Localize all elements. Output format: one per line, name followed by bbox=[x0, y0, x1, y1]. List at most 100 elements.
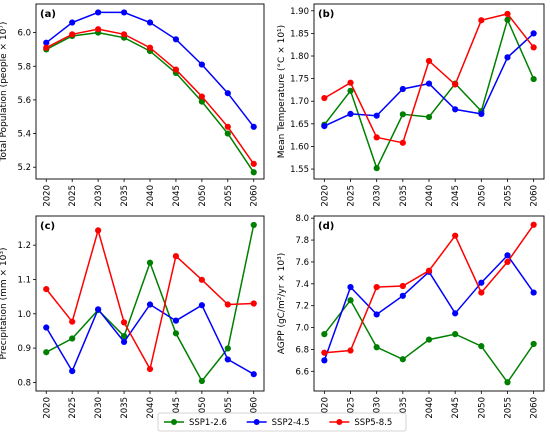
data-point bbox=[146, 44, 154, 51]
data-point bbox=[373, 283, 380, 291]
x-tick-label: 2025 bbox=[347, 185, 357, 207]
data-point bbox=[452, 310, 459, 317]
y-tick-label: 5.4 bbox=[17, 130, 31, 140]
data-point bbox=[373, 134, 380, 141]
x-tick-label: 2060 bbox=[530, 397, 540, 419]
data-point bbox=[172, 66, 180, 73]
y-tick-label: 0.8 bbox=[17, 378, 31, 388]
x-tick-label: 2030 bbox=[373, 397, 383, 419]
y-axis-label: AGPP (gC/m²/yr × 10³) bbox=[277, 253, 287, 355]
data-point bbox=[478, 17, 485, 24]
series-line bbox=[324, 224, 535, 354]
x-tick-label: 2030 bbox=[94, 397, 104, 419]
data-point bbox=[478, 343, 485, 350]
panel-4: 6.6 6.8 7.0 7.2 7.4 7.6 7.8 8.0 2020 2025 2030 2035… bbox=[277, 214, 545, 419]
legend-label: SSP5-8.5 bbox=[354, 418, 392, 428]
data-point bbox=[224, 130, 231, 137]
data-point bbox=[347, 79, 354, 86]
x-tick-label: 2025 bbox=[68, 397, 78, 419]
data-point bbox=[69, 19, 76, 26]
y-tick-label: 1.55 bbox=[290, 165, 309, 175]
data-point bbox=[198, 276, 205, 283]
data-point bbox=[250, 169, 257, 176]
panel-2: 1.55 1.60 1.65 1.70 1.75 1.80 1.85 1.90 2020 2025… bbox=[277, 3, 545, 207]
data-point bbox=[95, 227, 102, 234]
y-tick-label: 1.70 bbox=[290, 97, 309, 107]
x-tick-label: 2035 bbox=[120, 185, 130, 207]
data-point bbox=[224, 301, 231, 308]
legend-label: SSP2-4.5 bbox=[272, 418, 310, 428]
data-point bbox=[530, 340, 537, 348]
data-point bbox=[172, 330, 180, 337]
data-point bbox=[250, 300, 257, 307]
x-tick-label: 2055 bbox=[224, 397, 234, 419]
data-point bbox=[399, 111, 406, 118]
y-tick-label: 5.2 bbox=[17, 163, 31, 173]
data-point bbox=[321, 357, 328, 364]
x-tick-label: 2045 bbox=[172, 185, 182, 207]
data-point bbox=[504, 16, 511, 23]
series-line bbox=[324, 32, 535, 127]
data-point bbox=[120, 9, 128, 16]
legend-label: SSP1-2.6 bbox=[189, 418, 227, 428]
x-tick-label: 2040 bbox=[425, 185, 435, 207]
data-point bbox=[120, 319, 128, 326]
x-tick-label: 2035 bbox=[399, 185, 409, 207]
data-point bbox=[425, 113, 433, 121]
x-tick-label: 2030 bbox=[94, 185, 104, 207]
data-point bbox=[198, 377, 205, 385]
x-tick-label: 2020 bbox=[42, 397, 52, 419]
x-tick-label: 2045 bbox=[172, 397, 182, 419]
data-point bbox=[95, 306, 102, 313]
x-tick-label: 2030 bbox=[373, 185, 383, 207]
data-point bbox=[172, 36, 180, 43]
data-point bbox=[530, 30, 537, 37]
data-point bbox=[452, 232, 459, 239]
x-tick-label: 2025 bbox=[347, 397, 357, 419]
series-line bbox=[324, 13, 535, 144]
x-tick-label: 2055 bbox=[503, 185, 513, 207]
x-tick-label: 2060 bbox=[530, 185, 540, 207]
x-tick-label: 2040 bbox=[425, 397, 435, 419]
data-point bbox=[250, 371, 257, 378]
data-point bbox=[172, 253, 180, 260]
y-tick-label: 1.90 bbox=[290, 7, 309, 17]
data-point bbox=[504, 252, 511, 259]
panel-label: (b) bbox=[318, 9, 334, 20]
data-point bbox=[250, 160, 257, 167]
data-point bbox=[373, 344, 380, 351]
y-tick-label: 1.65 bbox=[290, 120, 309, 130]
data-point bbox=[504, 54, 511, 61]
y-tick-label: 7.6 bbox=[295, 258, 309, 268]
data-point bbox=[452, 331, 459, 338]
data-point bbox=[399, 139, 406, 146]
data-point bbox=[373, 112, 380, 119]
x-tick-label: 2045 bbox=[451, 185, 461, 207]
x-tick-label: 2040 bbox=[146, 185, 156, 207]
y-tick-label: 6.8 bbox=[295, 345, 309, 355]
data-point bbox=[43, 324, 50, 331]
legend: SSP1-2.6 SSP2-4.5 SSP5-8.5 bbox=[157, 412, 407, 432]
data-point bbox=[321, 331, 328, 338]
data-point bbox=[373, 311, 380, 318]
x-tick-label: 2055 bbox=[224, 185, 234, 207]
series-line bbox=[45, 303, 255, 375]
data-point bbox=[95, 9, 102, 16]
x-tick-label: 2050 bbox=[198, 185, 208, 207]
data-point bbox=[478, 279, 485, 286]
data-point bbox=[224, 356, 231, 363]
y-axis-label: Total Population (people × 10⁷) bbox=[0, 22, 9, 163]
data-point bbox=[69, 335, 76, 342]
x-tick-label: 2050 bbox=[477, 185, 487, 207]
data-point bbox=[399, 282, 406, 290]
data-point bbox=[146, 259, 154, 266]
legend-marker bbox=[336, 419, 343, 425]
data-point bbox=[373, 165, 380, 172]
data-point bbox=[198, 302, 205, 309]
data-point bbox=[198, 93, 205, 100]
panel-label: (c) bbox=[40, 221, 55, 232]
data-point bbox=[530, 44, 537, 51]
data-point bbox=[347, 87, 354, 94]
y-tick-label: 1.1 bbox=[17, 275, 31, 285]
